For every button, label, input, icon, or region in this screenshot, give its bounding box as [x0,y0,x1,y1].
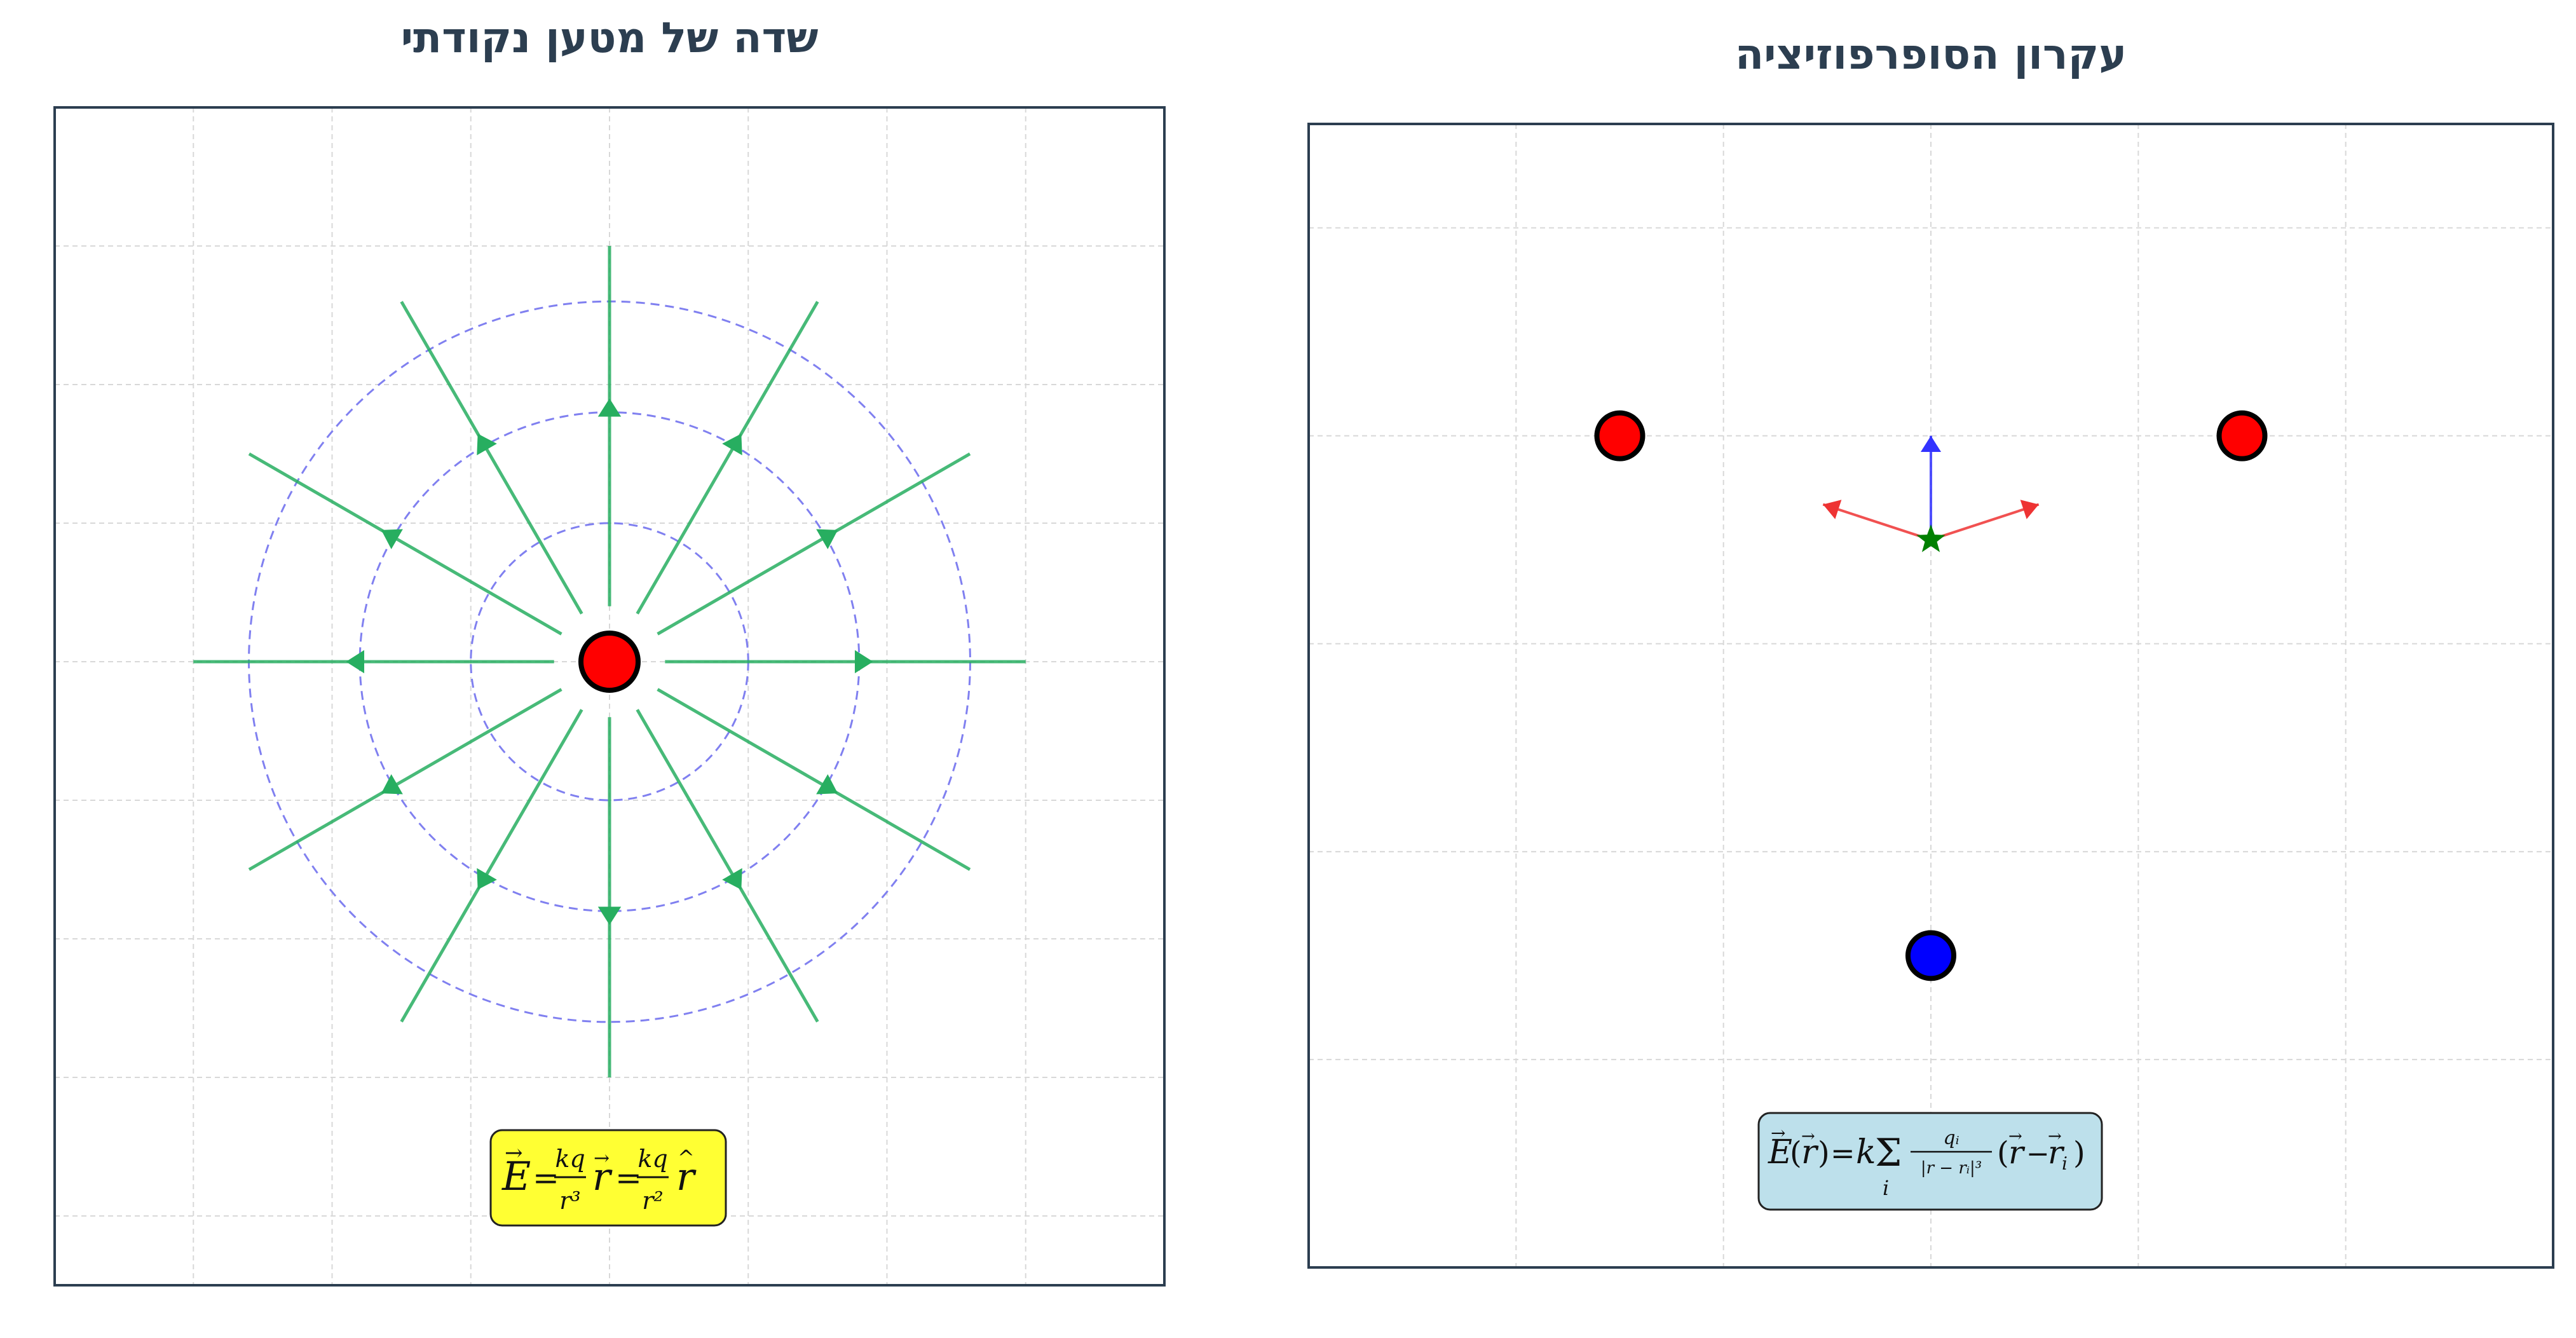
svg-text:(: ( [1997,1135,2009,1171]
field-line [657,688,971,871]
svg-text:r: r [592,1155,613,1199]
field-line [248,688,562,871]
left-formula-box: E → = kq r³ r → = kq r² r ^ [489,1129,727,1227]
field-line [657,452,971,636]
field-line-arrow [477,868,497,890]
svg-text:r: r [2048,1134,2065,1171]
svg-text:(: ( [1790,1135,1802,1171]
svg-text:r²: r² [642,1187,663,1215]
svg-text:E: E [501,1153,531,1199]
right-formula-background [1757,1112,2103,1211]
field-line [636,709,819,1023]
svg-text:→: → [2008,1127,2022,1146]
svg-text:E: E [1768,1133,1792,1171]
svg-text:i: i [2062,1153,2068,1174]
charge-marker [2216,410,2268,461]
field-vector-arrow [1823,500,1842,519]
svg-text:−: − [2026,1138,2050,1170]
svg-text:qᵢ: qᵢ [1943,1127,1959,1149]
field-vector [1822,503,1932,542]
field-line-arrow [816,774,838,795]
left-chart-title: שדה של מטען נקודתי [401,13,819,62]
svg-text:^: ^ [678,1145,695,1170]
svg-text:r: r [1801,1133,1819,1171]
svg-text:→: → [505,1140,523,1166]
field-line-arrow [381,774,403,795]
field-line-arrow [346,650,365,674]
svg-text:k: k [1856,1133,1876,1171]
field-line [248,452,562,636]
svg-text:|r − rᵢ|³: |r − rᵢ|³ [1921,1159,1982,1178]
svg-text:→: → [594,1147,610,1170]
right-chart-title: עקרון הסופרפוזיציה [1735,30,2127,79]
charge-marker [1594,410,1646,461]
svg-text:→: → [2048,1127,2062,1146]
point-charge-formula: E → = kq r³ r → = kq r² r ^ [501,1140,697,1215]
svg-text:): ) [1818,1135,1830,1171]
point-p-marker [1916,524,1946,552]
field-line [400,301,583,615]
point-charge-field-chart: שדה של מטען נקודתי E → = kq r³ r → = kq … [53,13,1166,1287]
field-line [400,709,583,1023]
superposition-chart: עקרון הסופרפוזיציה E → ( r → ) = k Σ i q… [1307,30,2554,1269]
right-grid [1308,124,2554,1268]
field-line-arrow [816,529,838,550]
svg-text:): ) [2073,1135,2085,1171]
svg-text:r: r [2008,1134,2026,1171]
charges [1594,410,2268,981]
field-line-arrow [854,650,873,674]
svg-text:Σ: Σ [1875,1131,1902,1175]
svg-text:i: i [1883,1176,1889,1200]
field-line-arrow [722,433,742,456]
field-vector-arrow [1920,435,1942,452]
svg-text:kq: kq [555,1145,585,1173]
charge-marker [578,631,641,693]
point-charge [578,631,641,693]
field-line [636,301,819,615]
svg-text:r: r [676,1155,697,1199]
svg-text:r³: r³ [559,1187,580,1215]
right-plot-frame [1307,123,2554,1269]
field-vector-arrow [2020,500,2039,519]
charge-marker [1905,930,1956,981]
svg-text:→: → [1801,1127,1815,1146]
svg-text:→: → [1771,1123,1785,1143]
left-formula-background [489,1129,727,1227]
field-line-arrow [477,433,497,456]
field-line-arrow [722,868,742,890]
field-line-arrow [381,529,403,550]
point-p [1916,524,1946,552]
left-plot-frame [53,106,1166,1287]
svg-text:=: = [1830,1136,1855,1170]
field-vectors [1822,435,2040,542]
field-vector [1930,503,2040,542]
field-line-arrow [597,906,622,925]
right-formula-box: E → ( r → ) = k Σ i qᵢ |r − rᵢ|³ ( r → −… [1757,1112,2103,1211]
field-line-arrow [597,398,622,417]
field-lines [193,246,1026,1077]
svg-text:kq: kq [637,1145,667,1173]
superposition-formula: E → ( r → ) = k Σ i qᵢ |r − rᵢ|³ ( r → −… [1768,1123,2085,1200]
